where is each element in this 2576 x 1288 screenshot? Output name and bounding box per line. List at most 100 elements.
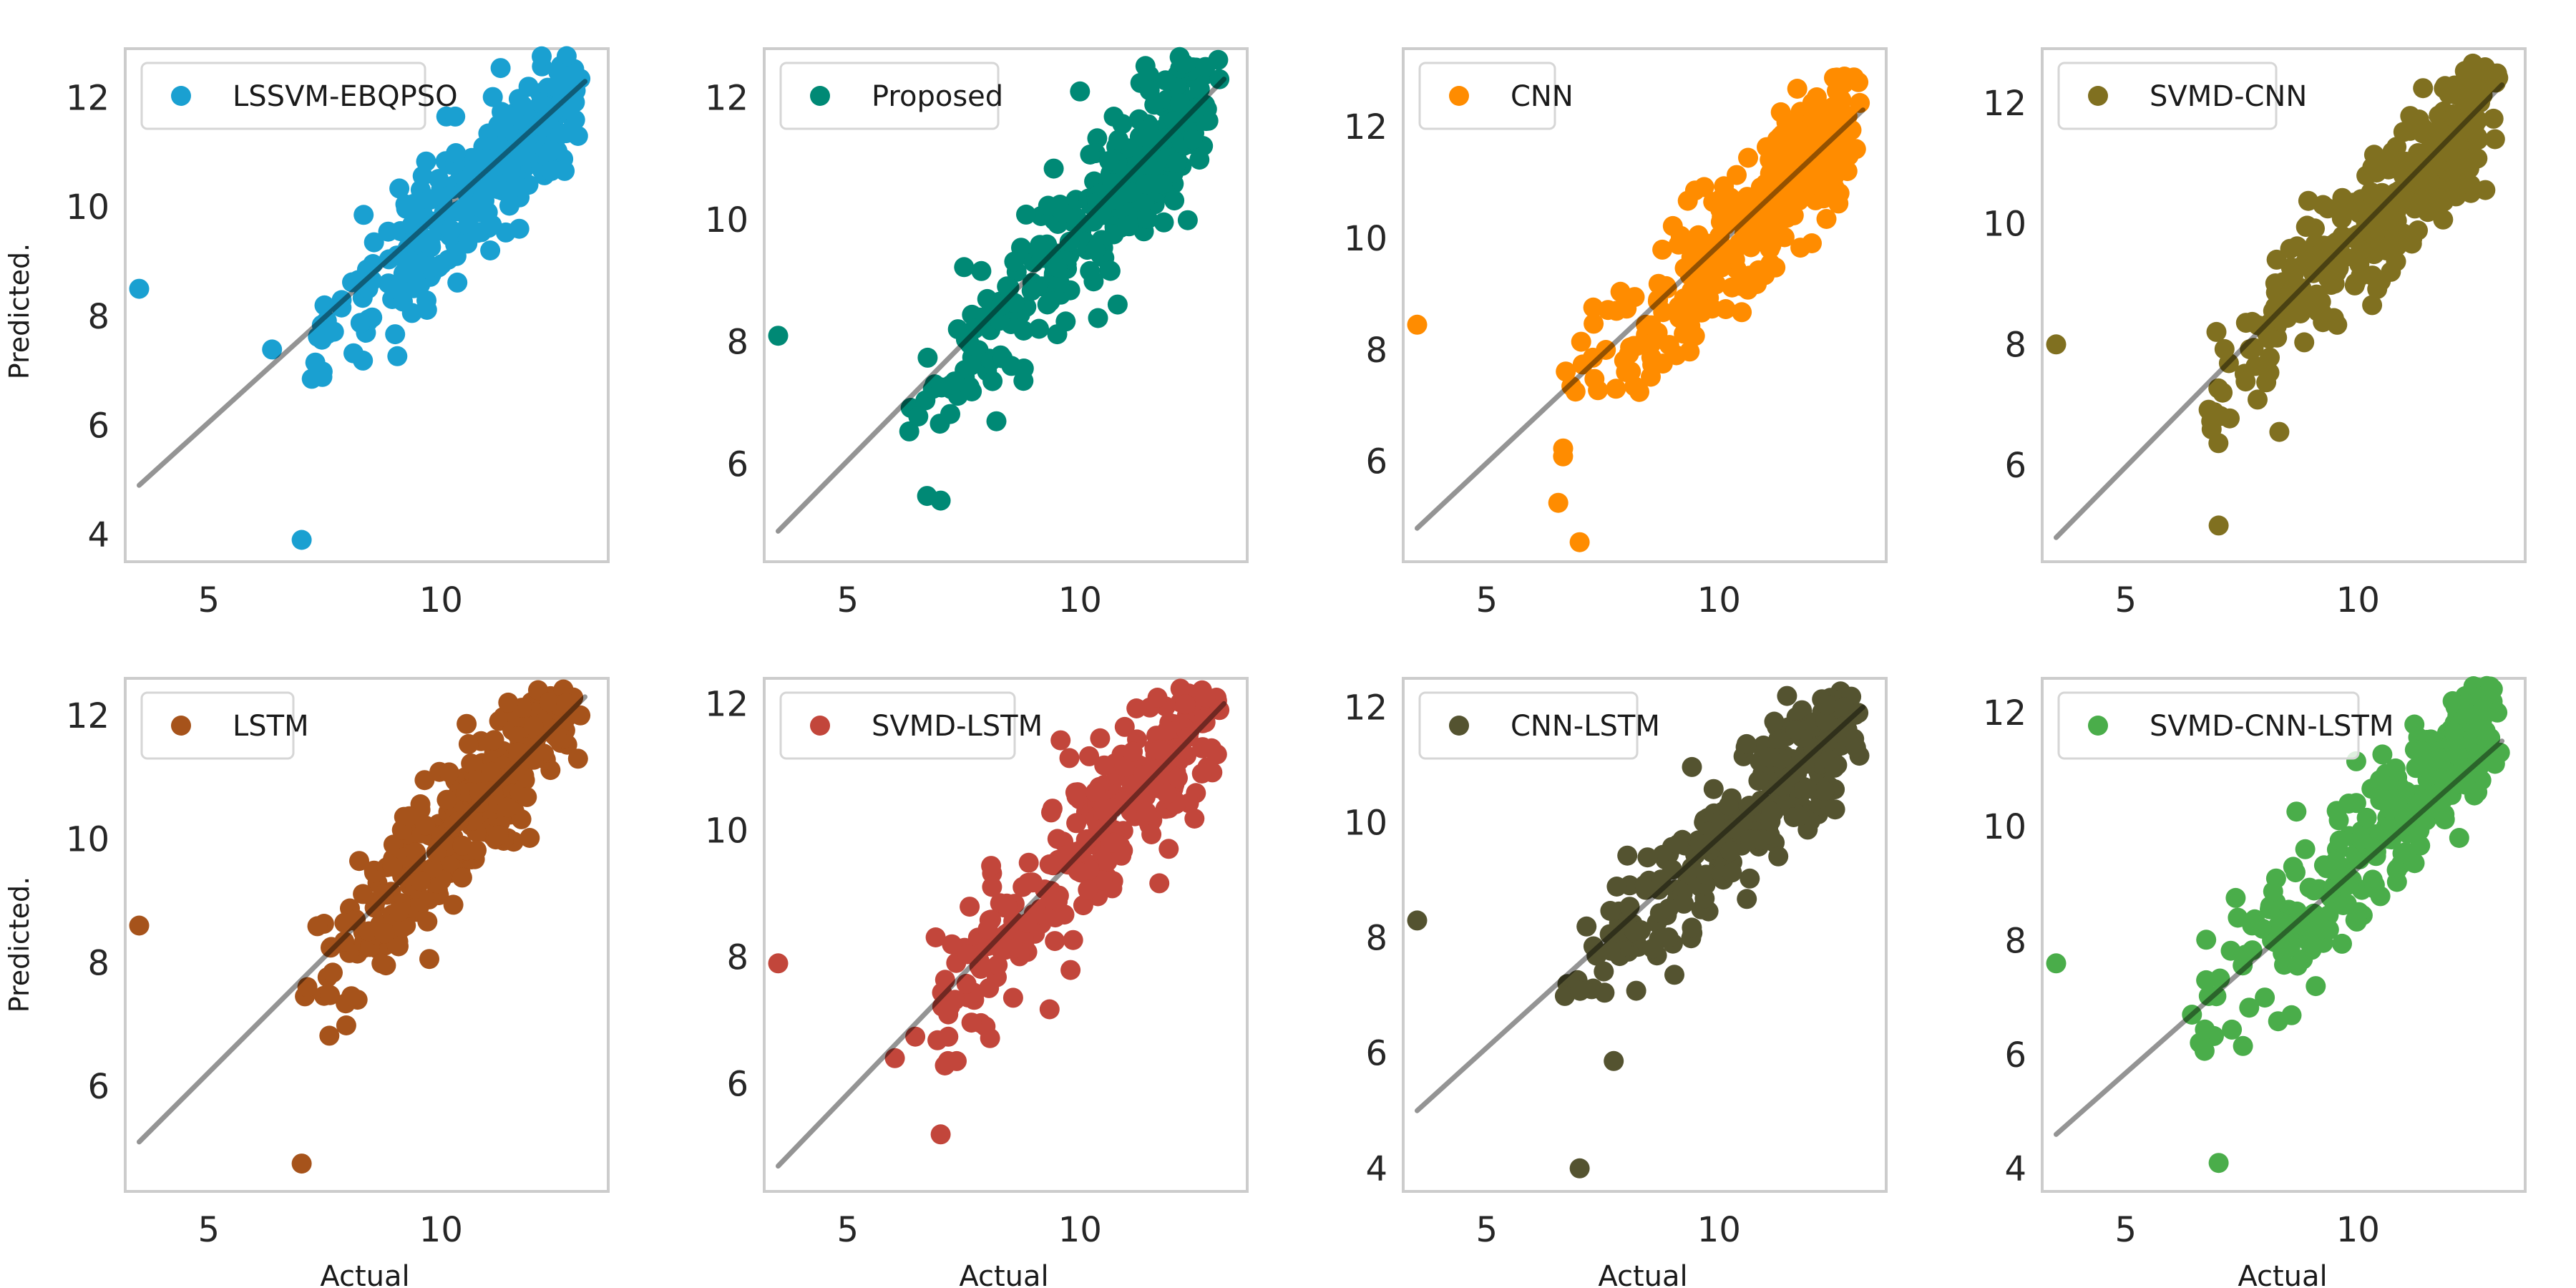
data-point xyxy=(1711,257,1732,278)
data-point xyxy=(1652,239,1673,260)
data-point xyxy=(389,936,409,957)
data-point xyxy=(2368,830,2389,851)
data-point xyxy=(2454,61,2475,82)
data-point xyxy=(947,1050,967,1071)
legend-box xyxy=(1418,62,1556,130)
data-point xyxy=(1136,174,1156,195)
data-point xyxy=(2332,187,2353,208)
x-tick-label: 10 xyxy=(419,580,463,620)
data-point xyxy=(541,140,562,161)
data-point xyxy=(1606,379,1626,399)
data-point xyxy=(401,263,421,283)
data-point xyxy=(1080,145,1101,165)
data-point xyxy=(458,733,479,754)
data-point xyxy=(2351,265,2371,286)
data-point xyxy=(1152,174,1173,195)
data-point xyxy=(1652,844,1673,865)
data-point xyxy=(1045,931,1065,952)
data-point xyxy=(393,291,413,312)
data-point xyxy=(1183,129,1204,150)
data-point xyxy=(1772,776,1793,796)
data-point xyxy=(1777,686,1797,706)
data-point xyxy=(1670,225,1691,246)
data-point xyxy=(1085,240,1106,260)
data-point xyxy=(2448,746,2469,766)
data-point xyxy=(2446,111,2467,132)
data-point xyxy=(1682,917,1702,938)
data-point xyxy=(1848,703,1869,723)
data-point xyxy=(1091,202,1112,223)
data-point xyxy=(307,916,328,937)
data-point xyxy=(436,789,457,810)
data-point xyxy=(1569,532,1590,552)
data-point xyxy=(1195,687,1216,708)
data-point xyxy=(905,1026,926,1047)
data-point xyxy=(961,1013,982,1033)
data-point xyxy=(2195,1019,2215,1040)
data-point xyxy=(1070,81,1091,102)
data-point xyxy=(986,411,1007,431)
data-point xyxy=(556,46,577,67)
y-tick-label: 6 xyxy=(1365,442,1387,482)
data-point xyxy=(363,254,384,274)
data-point xyxy=(1407,314,1428,335)
y-tick-label: 10 xyxy=(66,187,109,228)
data-point xyxy=(1016,204,1036,225)
data-point xyxy=(2265,932,2285,952)
data-point xyxy=(1785,720,1806,741)
data-point xyxy=(2370,770,2390,791)
data-point xyxy=(2318,268,2338,288)
data-point xyxy=(2469,746,2489,766)
data-point xyxy=(1059,231,1080,252)
data-point xyxy=(1174,54,1194,74)
data-point xyxy=(960,897,980,917)
data-point xyxy=(1760,183,1780,204)
data-point xyxy=(1195,712,1216,733)
data-point xyxy=(385,324,406,345)
data-point xyxy=(517,786,537,807)
data-point xyxy=(2412,166,2433,187)
data-point xyxy=(2318,198,2338,219)
data-point xyxy=(1806,160,1827,181)
x-tick-label: 5 xyxy=(1476,1210,1498,1250)
y-tick-label: 6 xyxy=(1365,1034,1387,1074)
data-point xyxy=(1017,913,1038,933)
data-point xyxy=(1702,298,1722,319)
data-point xyxy=(1600,901,1621,921)
data-point xyxy=(443,894,464,915)
data-point xyxy=(2311,291,2331,312)
data-point xyxy=(1641,315,1662,336)
data-point xyxy=(1772,146,1793,167)
data-point xyxy=(1745,233,1765,253)
data-point xyxy=(319,1025,340,1046)
data-point xyxy=(1798,130,1819,151)
data-point xyxy=(1774,162,1795,183)
data-point xyxy=(1013,371,1034,391)
data-point xyxy=(1163,111,1184,131)
data-point xyxy=(1070,862,1091,883)
data-point xyxy=(2287,955,2308,976)
data-point xyxy=(488,825,509,846)
y-tick-label: 8 xyxy=(2004,921,2026,961)
data-point xyxy=(1722,862,1742,883)
data-point xyxy=(2331,208,2352,229)
legend-label: CNN xyxy=(1511,80,1574,113)
data-point xyxy=(1153,212,1174,233)
data-point xyxy=(1572,354,1593,375)
data-point xyxy=(1048,891,1068,912)
data-point xyxy=(2280,238,2301,259)
data-point xyxy=(1684,326,1705,346)
data-point xyxy=(1073,895,1093,916)
data-point xyxy=(311,315,332,336)
data-point xyxy=(2220,940,2241,961)
data-point xyxy=(1584,369,1605,389)
data-point xyxy=(1189,79,1210,99)
data-point xyxy=(1554,985,1575,1006)
reference-line xyxy=(136,79,588,488)
data-point xyxy=(334,912,355,933)
data-point xyxy=(2396,844,2417,864)
data-point xyxy=(1738,147,1758,168)
data-point xyxy=(1206,744,1227,765)
data-point xyxy=(1029,318,1049,339)
